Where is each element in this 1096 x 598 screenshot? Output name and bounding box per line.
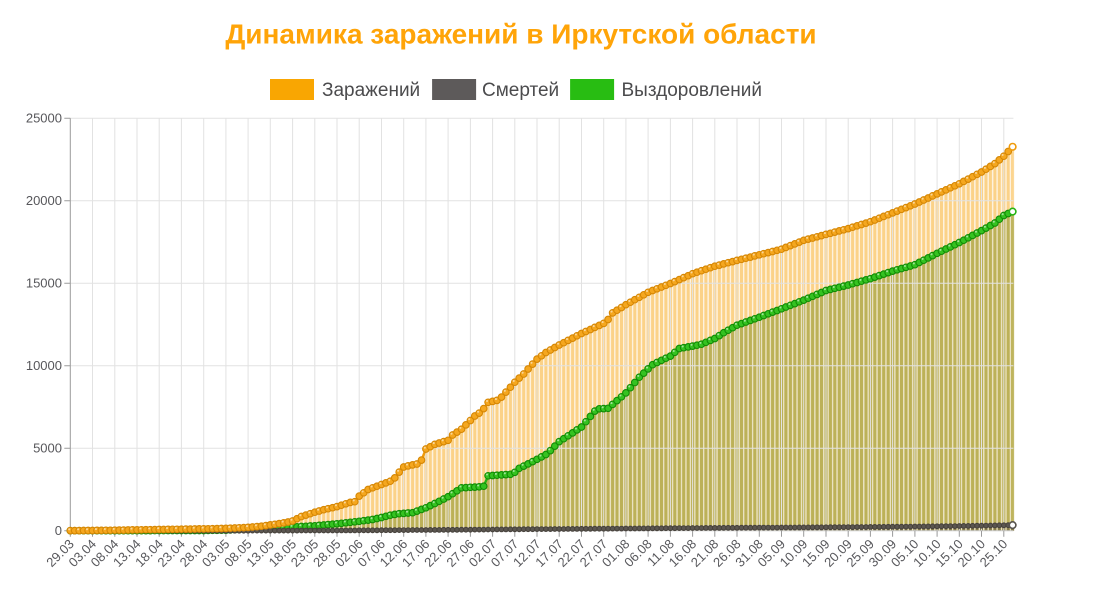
svg-text:5000: 5000 bbox=[33, 441, 62, 456]
svg-text:15000: 15000 bbox=[26, 276, 62, 291]
svg-text:10000: 10000 bbox=[26, 358, 62, 373]
svg-text:Выздоровлений: Выздоровлений bbox=[622, 80, 762, 101]
svg-text:Динамика заражений в Иркутской: Динамика заражений в Иркутской области bbox=[225, 19, 816, 50]
svg-text:Смертей: Смертей bbox=[482, 80, 559, 101]
svg-text:25000: 25000 bbox=[26, 111, 62, 126]
svg-text:0: 0 bbox=[55, 523, 62, 538]
svg-text:20000: 20000 bbox=[26, 193, 62, 208]
svg-text:Заражений: Заражений bbox=[322, 80, 420, 101]
